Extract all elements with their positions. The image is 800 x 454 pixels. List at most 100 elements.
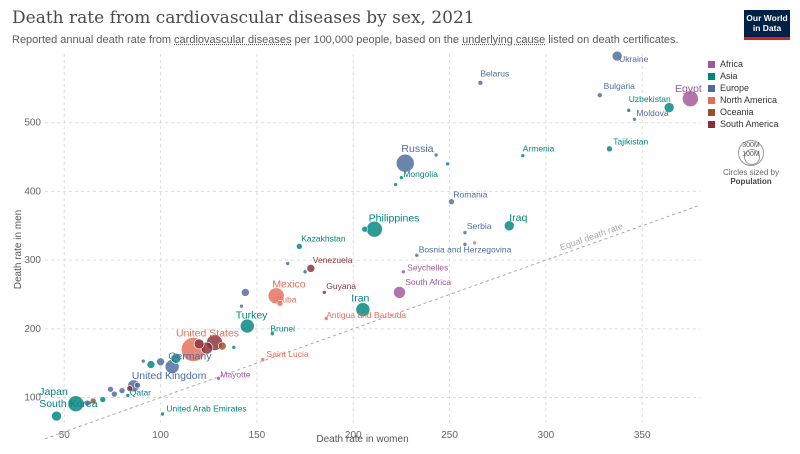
point-label: Saint Lucia: [267, 349, 309, 359]
data-point: [393, 182, 398, 187]
x-axis-label: Death rate in women: [316, 434, 408, 445]
data-point: [118, 387, 126, 394]
x-tick-label: 150: [249, 430, 266, 441]
data-point: [448, 198, 455, 206]
y-axis-label: Death rate in men: [13, 210, 24, 290]
point-label: Cuba: [276, 295, 297, 305]
legend-item-africa[interactable]: Africa: [708, 58, 779, 70]
x-tick-label: 250: [441, 430, 458, 441]
x-tick-label: 100: [152, 430, 169, 441]
data-point: [632, 116, 637, 122]
point-label: Uzbekistan: [629, 94, 671, 104]
point-label: South Africa: [405, 277, 451, 287]
y-tick-label: 400: [24, 186, 41, 197]
point-label: Russia: [401, 143, 433, 155]
data-point: [239, 318, 255, 334]
point-label: South Korea: [39, 398, 98, 410]
legend-swatch: [708, 96, 715, 104]
data-point: [472, 240, 477, 246]
data-point: [285, 261, 291, 266]
point-label: Iran: [351, 292, 369, 304]
data-point: [134, 381, 141, 389]
data-point: [126, 385, 134, 392]
legend-swatch: [708, 120, 715, 128]
data-point: [107, 385, 114, 393]
data-point: [170, 353, 182, 364]
point-label: Seychelles: [407, 262, 448, 272]
data-point: [51, 410, 62, 422]
data-point: [361, 225, 369, 233]
legend-item-oceania[interactable]: Oceania: [708, 106, 779, 118]
data-point: [241, 288, 250, 297]
point-label: Moldova: [636, 108, 668, 118]
legend-item-south-america[interactable]: South America: [708, 118, 779, 130]
data-point: [597, 92, 603, 99]
data-point: [140, 358, 146, 364]
equal-rate-line: [44, 204, 701, 440]
data-point: [306, 264, 316, 273]
legend-item-europe[interactable]: Europe: [708, 82, 779, 94]
legend-label: North America: [720, 95, 778, 105]
data-point: [323, 316, 329, 321]
legend-swatch: [708, 84, 715, 92]
point-label: Philippines: [369, 213, 420, 225]
legend-item-asia[interactable]: Asia: [708, 70, 779, 82]
point-label: Mongolia: [403, 169, 438, 179]
point-label: Venezuela: [313, 255, 353, 265]
point-label: United Kingdom: [132, 370, 207, 382]
data-point: [216, 375, 221, 381]
x-tick-label: 300: [538, 430, 555, 441]
x-tick-label: 200: [345, 430, 362, 441]
subtitle-part: per 100,000 people, based on the: [291, 34, 463, 46]
data-point: [302, 269, 308, 275]
data-point: [156, 357, 165, 367]
equal-rate-label: Equal death rate: [559, 221, 625, 253]
logo-line1: Our World: [746, 13, 788, 23]
point-label: Guyana: [326, 281, 356, 291]
data-point: [239, 303, 244, 309]
point-label: Bosnia and Herzegovina: [419, 245, 512, 255]
legend-swatch: [708, 108, 715, 116]
point-label: Kazakhstan: [301, 234, 346, 244]
point-label: Turkey: [236, 310, 268, 322]
data-point: [67, 395, 85, 413]
point-label: Ukraine: [619, 54, 649, 64]
data-point: [260, 357, 265, 363]
data-point: [462, 230, 468, 235]
data-point: [270, 331, 275, 336]
subtitle-part: listed on death certificates.: [545, 34, 679, 46]
subtitle-link-underlying-cause[interactable]: underlying cause: [462, 34, 546, 46]
chart-title: Death rate from cardiovascular diseases …: [12, 8, 475, 28]
data-point: [611, 50, 623, 62]
data-point: [89, 397, 97, 405]
data-point: [520, 153, 526, 158]
legend-item-north-america[interactable]: North America: [708, 94, 779, 106]
subtitle-link-cardiovascular[interactable]: cardiovascular diseases: [174, 34, 292, 46]
logo-line2: in Data: [752, 23, 782, 33]
data-point: [231, 345, 237, 350]
legend-label: Europe: [720, 83, 750, 93]
data-point: [663, 102, 675, 113]
data-point: [393, 286, 406, 299]
data-point: [395, 153, 415, 173]
data-point: [84, 399, 91, 407]
region-legend: Africa Asia Europe North America Oceania…: [708, 58, 779, 130]
y-tick-label: 500: [24, 118, 41, 129]
owid-logo[interactable]: Our World in Data: [744, 10, 790, 40]
point-label: United States: [176, 327, 239, 339]
point-label: Qatar: [130, 387, 151, 397]
logo-bar: [744, 37, 790, 40]
legend-label: Oceania: [720, 107, 754, 117]
legend-label: Asia: [720, 71, 738, 81]
data-point: [401, 269, 406, 275]
data-point: [295, 243, 303, 250]
size-circle-small: [744, 149, 760, 165]
point-label: Antigua and Barbuda: [326, 310, 406, 320]
data-point: [477, 80, 484, 86]
y-tick-label: 200: [24, 324, 41, 335]
data-point: [99, 396, 107, 403]
point-label: Bulgaria: [604, 81, 635, 91]
data-point: [322, 290, 327, 295]
data-point: [606, 145, 613, 153]
